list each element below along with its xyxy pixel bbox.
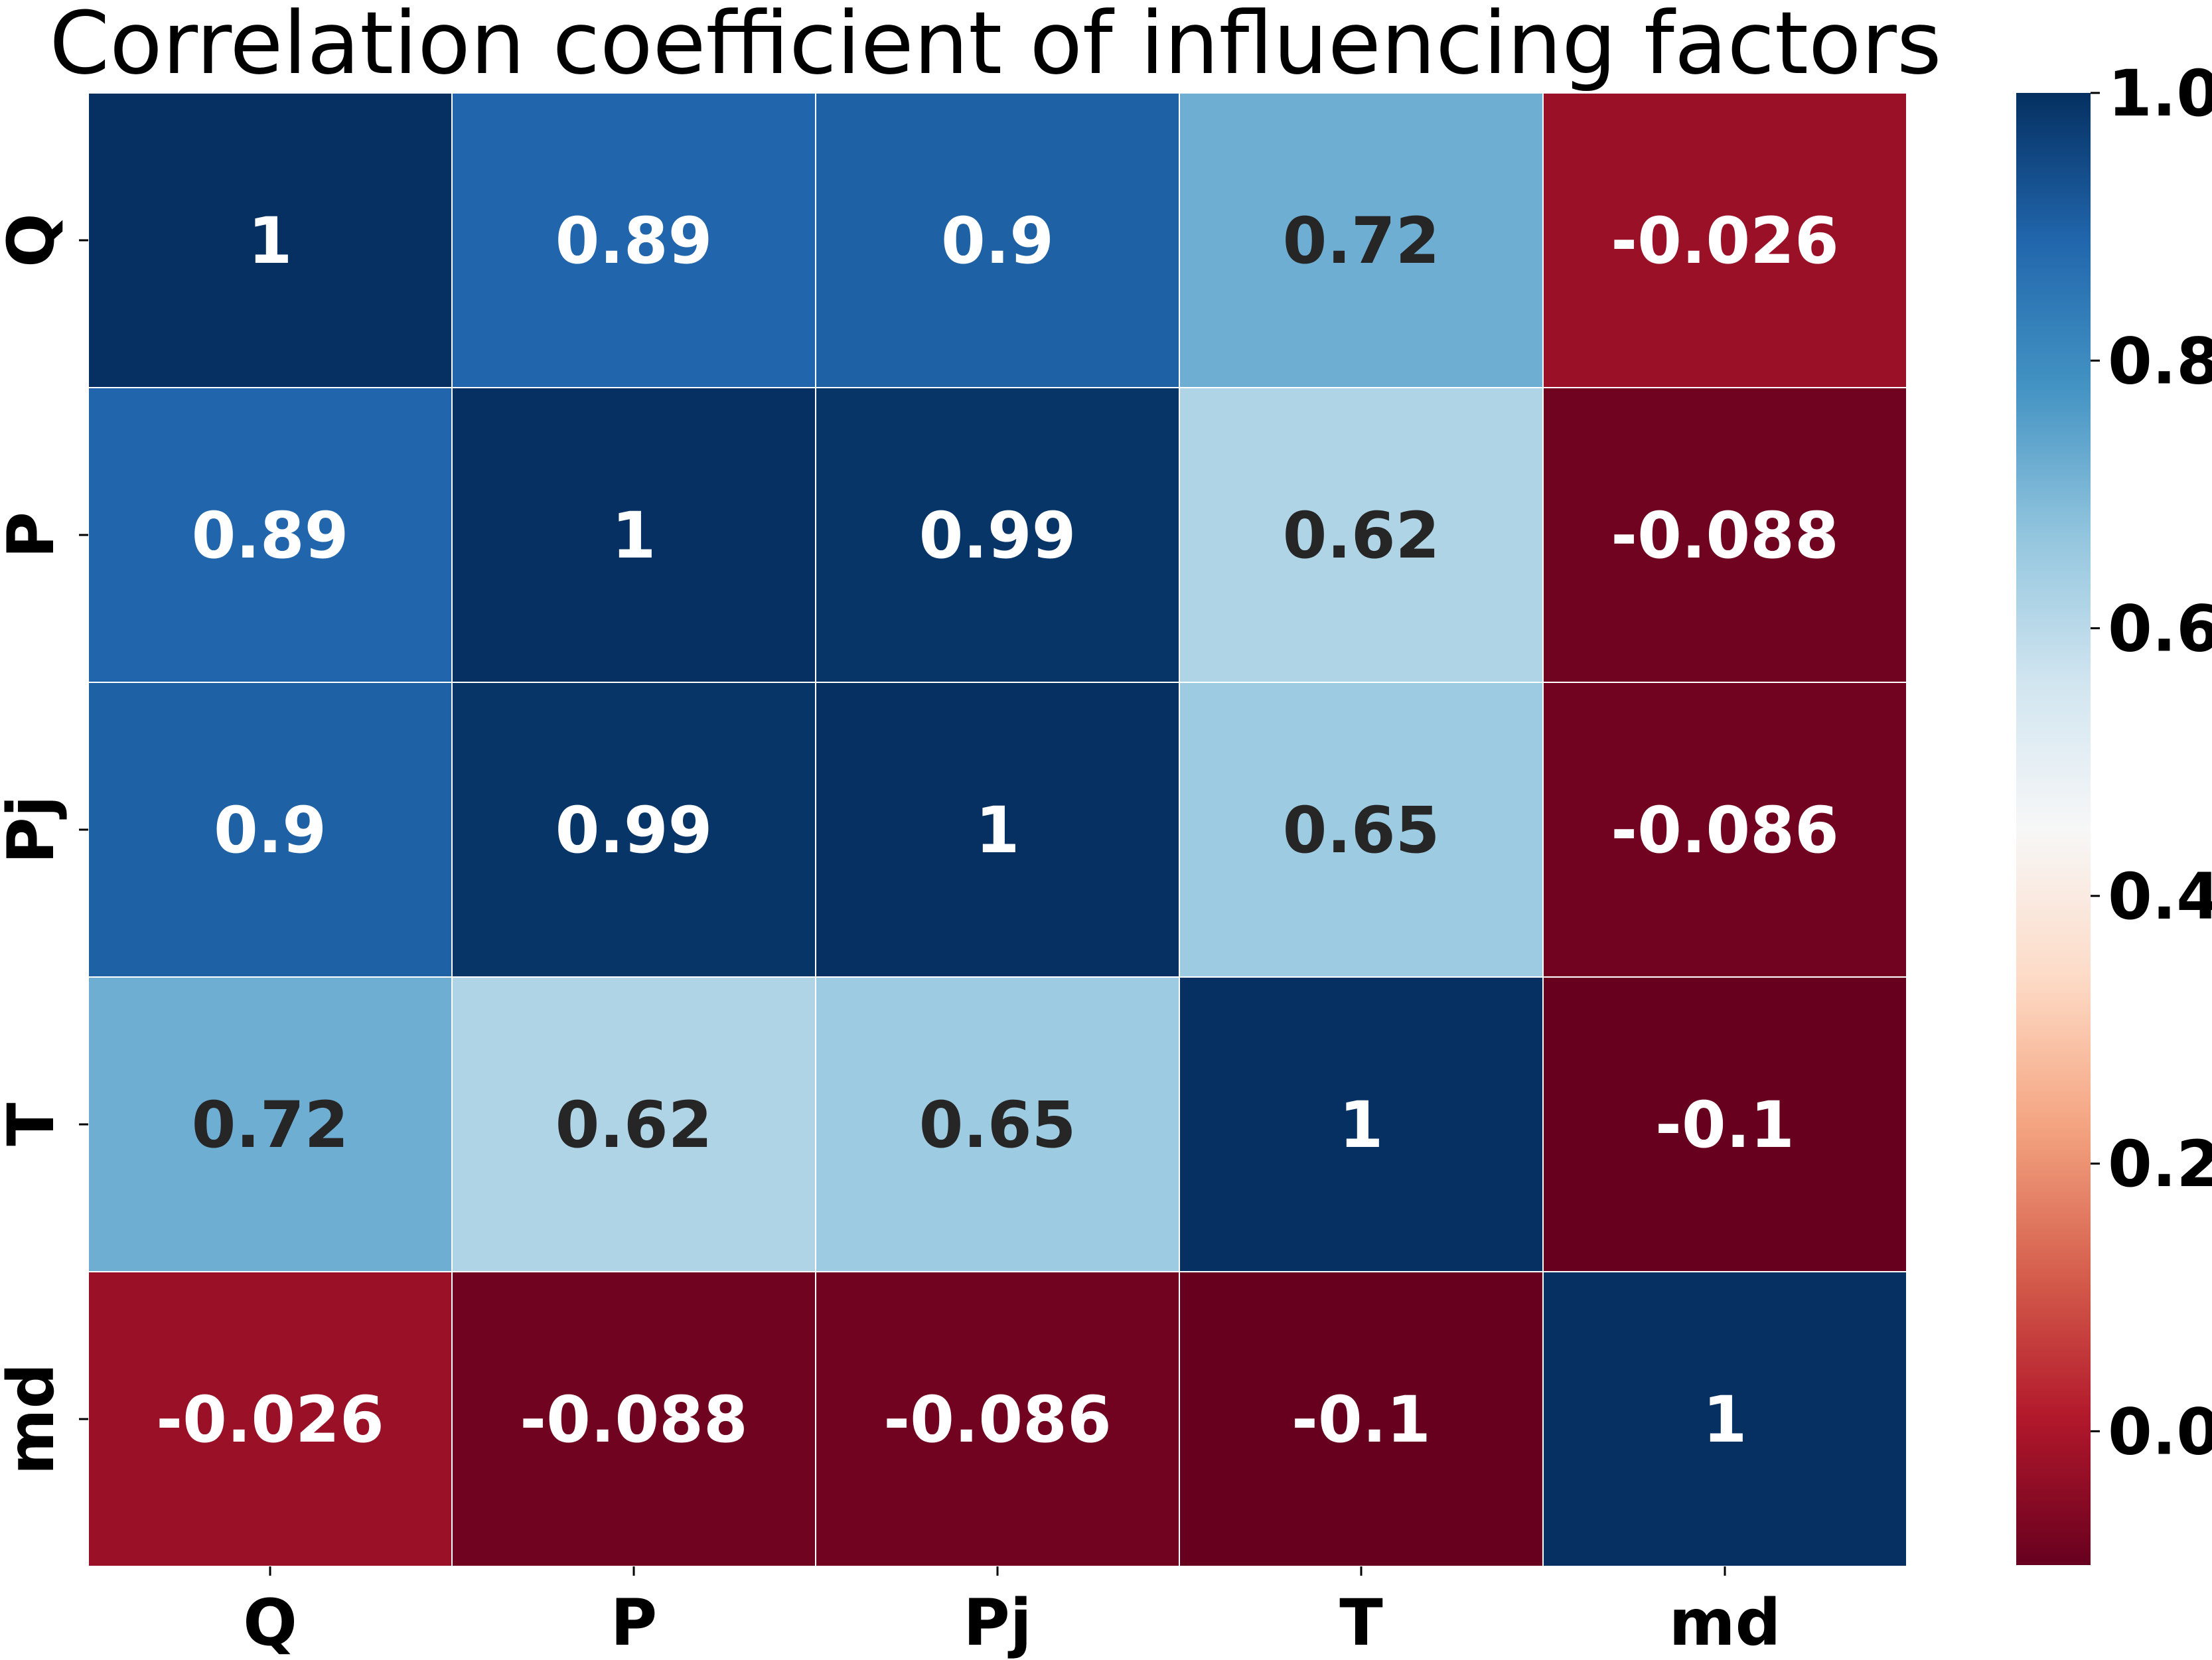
cell-value-label: 1 — [976, 793, 1020, 868]
cell-value-label: 1 — [1339, 1088, 1384, 1162]
colorbar-tick-label: 0.8 — [2108, 324, 2212, 398]
heatmap-cell-P-Pj — [815, 387, 1180, 683]
cell-value-label: -0.086 — [883, 1383, 1112, 1457]
heatmap-cell-Q-P — [451, 92, 816, 388]
x-tick-label-Q: Q — [243, 1586, 297, 1660]
heatmap-cell-T-md — [1542, 976, 1907, 1272]
cell-value-label: -0.088 — [1611, 498, 1839, 573]
heatmap-cell-md-md — [1542, 1271, 1907, 1567]
x-tick-label-T: T — [1339, 1586, 1382, 1660]
y-tick-label-Pj: Pj — [0, 795, 68, 864]
x-tick-label-md: md — [1669, 1586, 1781, 1660]
cell-value-label: -0.026 — [156, 1383, 384, 1457]
cell-value-label: -0.086 — [1611, 793, 1839, 868]
cell-value-label: 0.9 — [214, 793, 327, 868]
colorbar-bar — [2016, 93, 2091, 1565]
cell-value-label: 0.9 — [941, 204, 1054, 278]
cell-value-label: 0.72 — [1283, 204, 1440, 278]
cell-value-label: 0.62 — [1283, 498, 1440, 573]
heatmap-cell-P-md — [1542, 387, 1907, 683]
cell-value-label: -0.088 — [520, 1383, 748, 1457]
cell-value-labels: 1 0.89 0.9 0.72 -0.026 0.89 1 0.99 0.62 -0.088 0.9… — [156, 204, 1839, 1457]
heatmap-cell-Pj-Pj — [815, 682, 1180, 978]
heatmap-cell-Q-Q — [88, 92, 453, 388]
cell-value-label: 0.89 — [192, 498, 349, 573]
cell-value-label: 0.65 — [1283, 793, 1440, 868]
colorbar-tick-label: 1.0 — [2108, 56, 2212, 131]
heatmap-cell-P-Q — [88, 387, 453, 683]
heatmap-cell-Pj-T — [1179, 682, 1544, 978]
heatmap-cell-Q-T — [1179, 92, 1544, 388]
heatmap-cells — [88, 92, 1907, 1567]
cell-value-label: 0.89 — [555, 204, 713, 278]
y-tick-label-T: T — [0, 1102, 68, 1146]
cell-value-label: -0.026 — [1611, 204, 1839, 278]
colorbar-tick-label: 0.6 — [2108, 592, 2212, 666]
x-tick-label-Pj: Pj — [963, 1586, 1031, 1660]
cell-value-label: 0.72 — [192, 1088, 349, 1162]
heatmap-cell-T-Pj — [815, 976, 1180, 1272]
cell-value-label: 0.99 — [555, 793, 713, 868]
heatmap-cell-md-Q — [88, 1271, 453, 1567]
heatmap-cell-Q-md — [1542, 92, 1907, 388]
cell-value-label: -0.1 — [1291, 1383, 1431, 1457]
cell-value-label: -0.1 — [1655, 1088, 1795, 1162]
heatmap-cell-Pj-md — [1542, 682, 1907, 978]
colorbar-tick-label: 0.4 — [2108, 860, 2212, 934]
y-tick-label-P: P — [0, 512, 68, 558]
heatmap-cell-Q-Pj — [815, 92, 1180, 388]
chart-title: Correlation coefficient of influencing f… — [49, 0, 1941, 94]
colorbar: 0.0 0.2 0.4 0.6 0.8 1.0 — [2016, 56, 2212, 1565]
colorbar-tick-label: 0.2 — [2108, 1127, 2212, 1201]
heatmap-cell-T-T — [1179, 976, 1544, 1272]
cell-value-label: 1 — [612, 498, 656, 573]
cell-value-label: 0.99 — [919, 498, 1076, 573]
heatmap-cell-md-Pj — [815, 1271, 1180, 1567]
cell-value-label: 0.65 — [919, 1088, 1076, 1162]
y-tick-label-md: md — [0, 1363, 68, 1475]
heatmap-cell-Pj-P — [451, 682, 816, 978]
cell-value-label: 1 — [248, 204, 293, 278]
y-tick-label-Q: Q — [0, 213, 68, 267]
heatmap-cell-P-P — [451, 387, 816, 683]
heatmap-cell-T-P — [451, 976, 816, 1272]
cell-value-label: 1 — [1703, 1383, 1747, 1457]
cell-value-label: 0.62 — [555, 1088, 713, 1162]
colorbar-tick-label: 0.0 — [2108, 1395, 2212, 1469]
y-axis: Q P Pj Tmd — [0, 213, 88, 1475]
x-tick-label-P: P — [611, 1586, 657, 1660]
heatmap-cell-md-P — [451, 1271, 816, 1567]
